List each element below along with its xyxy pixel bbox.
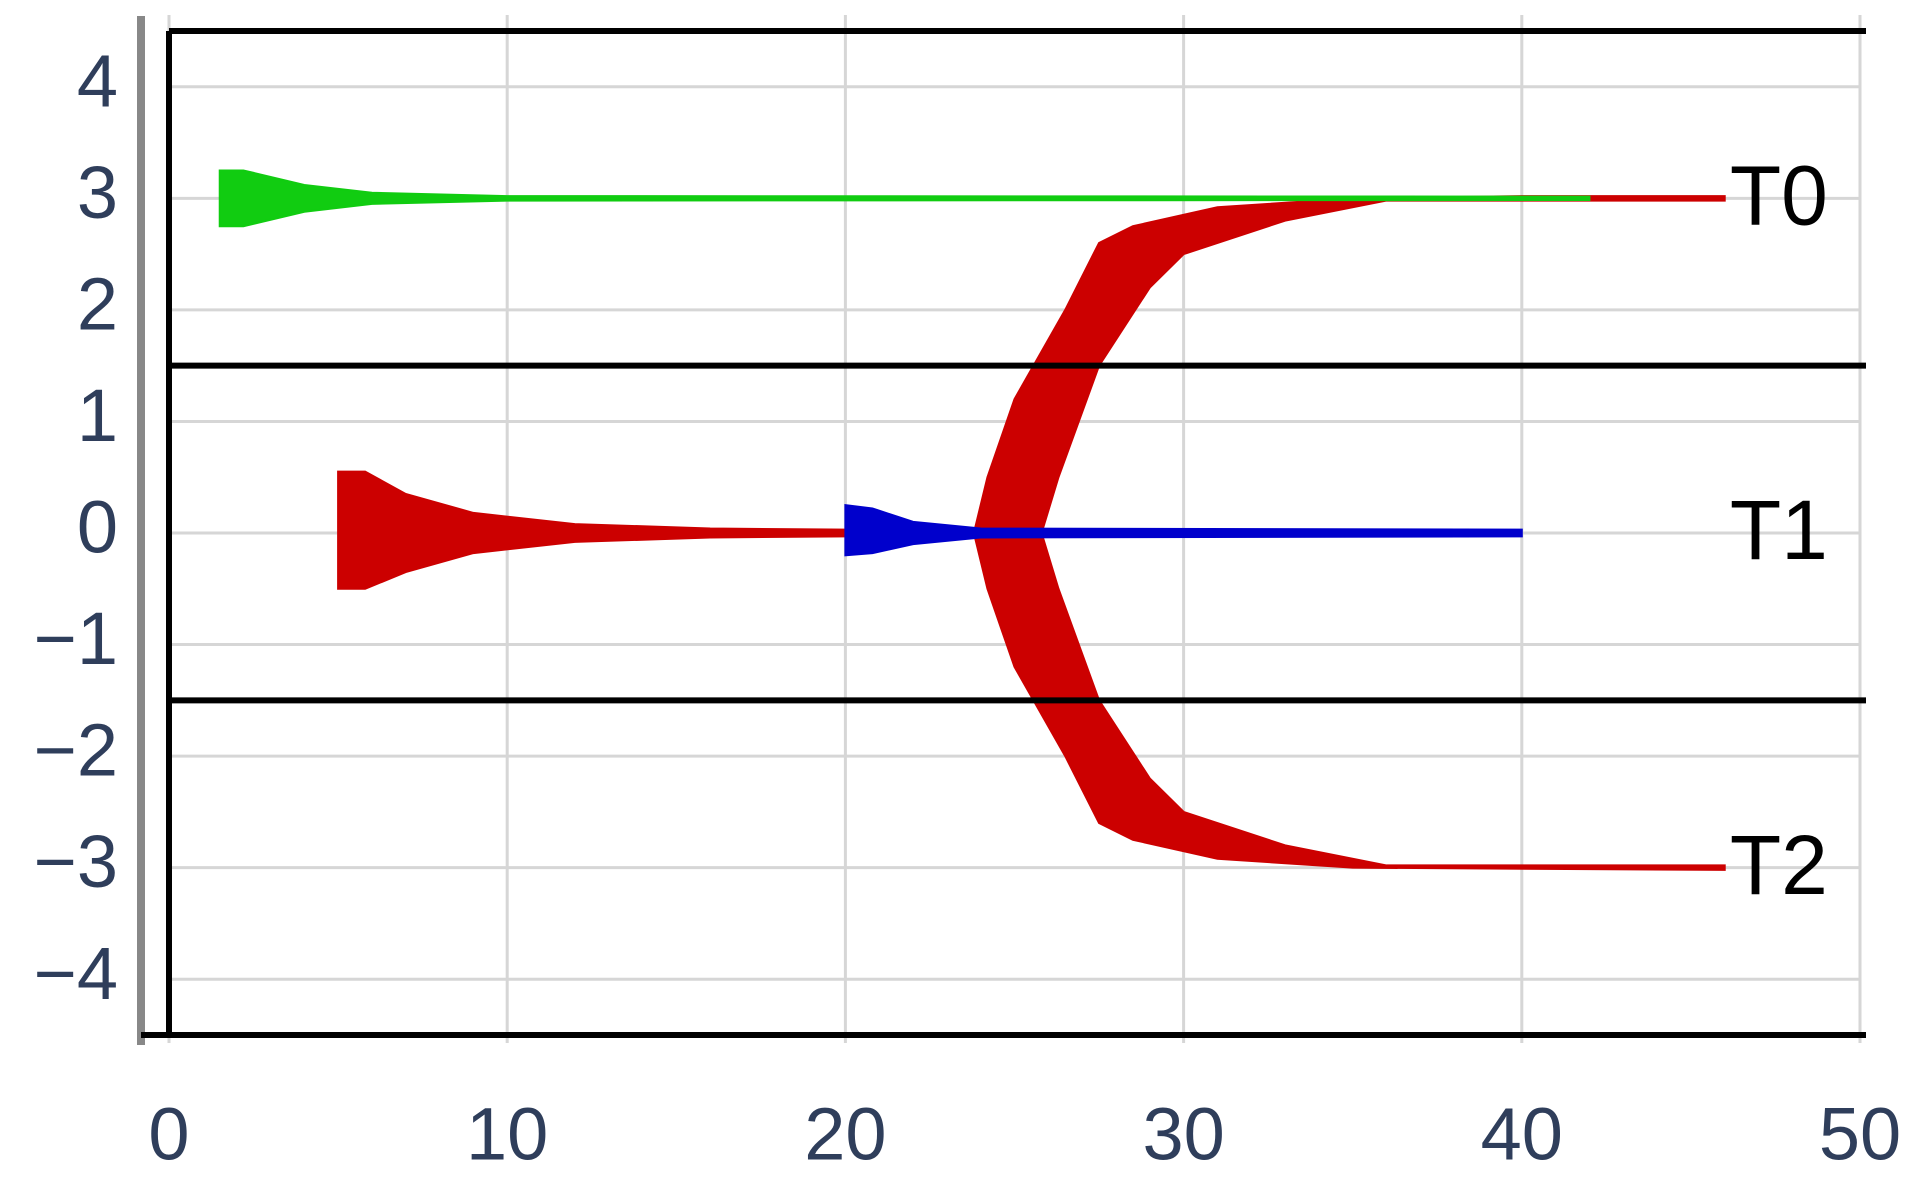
annotation: T0 — [1730, 149, 1828, 243]
x-tick-label: 10 — [466, 1093, 548, 1176]
band — [972, 195, 1726, 871]
band — [218, 169, 1591, 228]
y-tick-label: −2 — [34, 709, 118, 792]
y-tick-label: 0 — [77, 486, 118, 569]
x-tick-label: 20 — [804, 1093, 886, 1176]
x-tick-label: 40 — [1481, 1093, 1563, 1176]
band — [844, 503, 1523, 557]
annotation: T2 — [1730, 818, 1828, 912]
y-tick-label: −4 — [34, 932, 118, 1015]
annotation: T1 — [1730, 483, 1828, 577]
y-tick-label: 1 — [77, 374, 118, 457]
y-tick-label: −3 — [34, 820, 118, 903]
y-tick-label: −1 — [34, 597, 118, 680]
y-tick-label: 4 — [77, 39, 118, 122]
x-tick-label: 0 — [148, 1093, 189, 1176]
y-tick-label: 3 — [77, 151, 118, 234]
x-tick-label: 50 — [1819, 1093, 1901, 1176]
band — [337, 470, 847, 590]
y-tick-label: 2 — [77, 262, 118, 345]
x-tick-label: 30 — [1142, 1093, 1224, 1176]
